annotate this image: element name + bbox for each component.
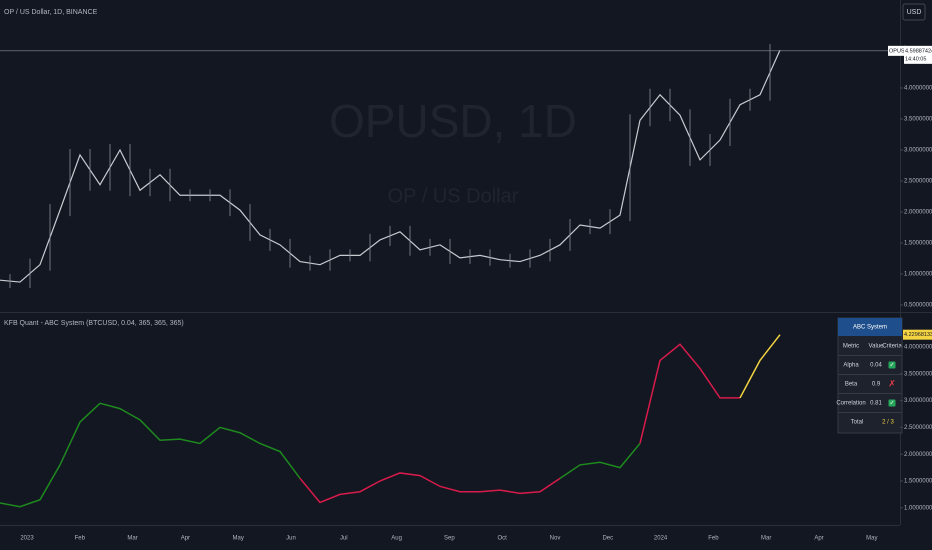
price-tick-label: 2.50000000 (904, 179, 932, 185)
time-label: May (233, 536, 244, 542)
table-cell: 0.04 (870, 363, 882, 369)
table-cell: Alpha (843, 363, 859, 369)
table-cell: Correlation (836, 401, 865, 407)
criteria-cell: ✓ (889, 363, 894, 369)
watermark: OPUSD, 1D (329, 95, 577, 147)
column-header: Value (869, 344, 885, 350)
price-tick-label: 1.50000000 (904, 241, 932, 247)
symbol-tag-label: OPUSD (889, 48, 909, 54)
table-header (838, 318, 902, 336)
time-label: Jul (340, 536, 348, 542)
table-cell: 0.9 (872, 382, 881, 388)
total-value: 2 / 3 (882, 420, 894, 426)
indicator-last-tag (903, 329, 932, 340)
price-tick-label: 3.50000000 (904, 117, 932, 123)
indicator-line (299, 472, 561, 504)
criteria-cell: ✗ (888, 378, 896, 388)
indicator-last-label: 4.22968133 (904, 332, 932, 338)
time-label: Mar (761, 536, 771, 542)
table-title: ABC System (853, 325, 887, 331)
time-label: Jun (286, 536, 296, 542)
watermark-sub: OP / US Dollar (388, 185, 519, 207)
criteria-cell: ✓ (889, 401, 894, 407)
indicator-line (739, 334, 781, 399)
symbol-info: OP / US Dollar, 1D, BINANCE (4, 9, 98, 16)
time-label: Feb (75, 536, 86, 542)
time-label: Aug (391, 536, 402, 542)
time-label: Apr (814, 536, 823, 542)
time-label: Mar (127, 536, 137, 542)
table-bg (837, 317, 903, 434)
time-label: Oct (498, 536, 508, 542)
indicator-line (559, 442, 641, 479)
price-tick-label: 0.50000000 (904, 303, 932, 309)
indicator-title: KFB Quant - ABC System (BTCUSD, 0.04, 36… (4, 320, 184, 327)
countdown-label: 14:40:05 (905, 56, 926, 62)
last-price-label: 4.59887424 (905, 48, 932, 54)
time-label: Dec (602, 536, 613, 542)
indicator-line (0, 402, 301, 508)
total-label: Total (851, 420, 864, 426)
currency-label: USD (907, 9, 922, 16)
currency-button[interactable] (902, 3, 926, 21)
indicator-tick-label: 1.50000000 (904, 479, 932, 485)
time-label: 2023 (20, 536, 34, 542)
time-label: Nov (550, 536, 561, 542)
time-label: Feb (708, 536, 719, 542)
check-box (888, 399, 896, 407)
indicator-tick-label: 2.50000000 (904, 425, 932, 431)
indicator-tick-label: 3.50000000 (904, 371, 932, 377)
table-cell: Beta (845, 382, 858, 388)
symbol-tag (888, 45, 906, 56)
time-label: May (866, 536, 877, 542)
indicator-line (639, 343, 740, 444)
table-cell: 0.81 (870, 401, 882, 407)
column-header: Criteria (882, 344, 902, 350)
check-box (888, 361, 896, 369)
time-label: Apr (181, 536, 190, 542)
time-label: Sep (444, 536, 455, 542)
column-header: Metric (843, 344, 859, 350)
last-price-tag (904, 45, 932, 64)
time-label: 2024 (654, 536, 668, 542)
